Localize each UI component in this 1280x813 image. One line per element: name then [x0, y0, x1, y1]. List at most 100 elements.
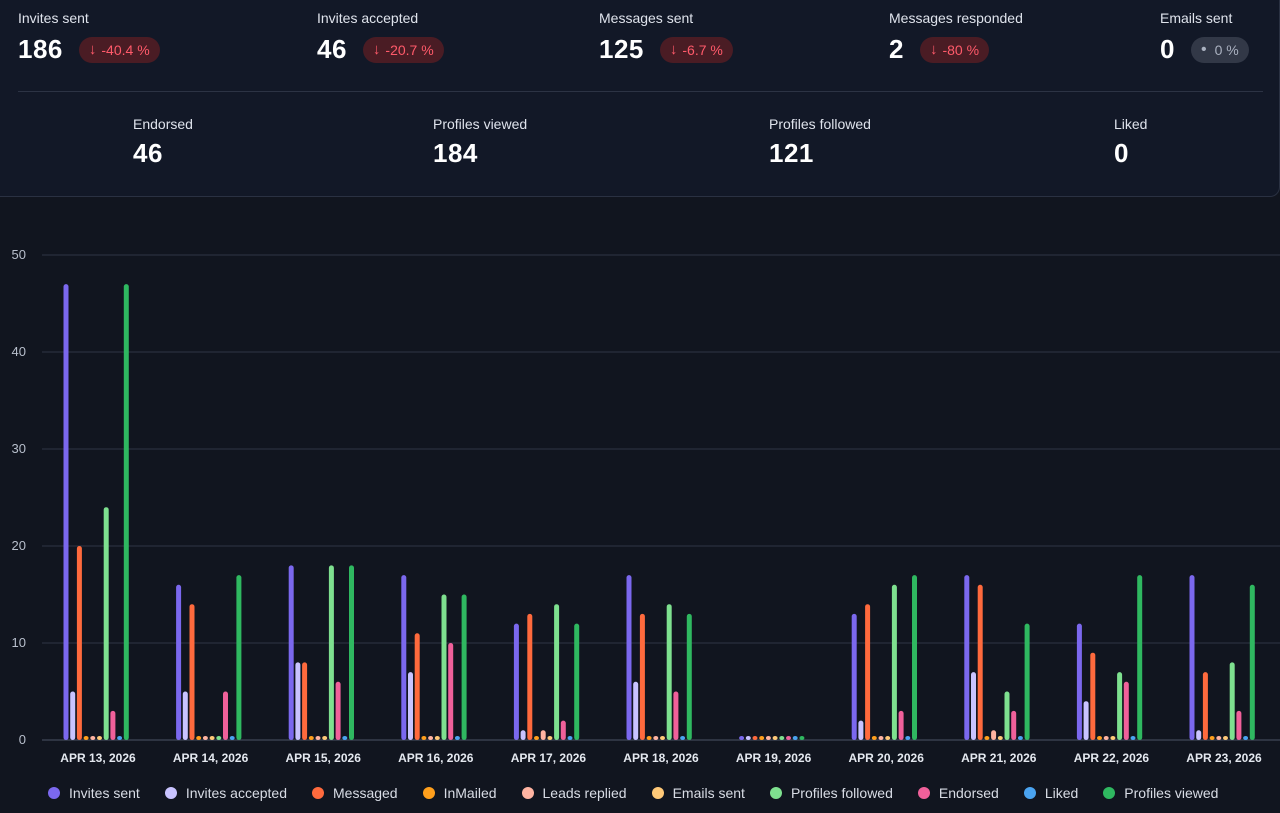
bar[interactable]	[461, 594, 467, 741]
bar[interactable]	[905, 736, 911, 740]
bar[interactable]	[229, 736, 235, 740]
bar[interactable]	[216, 736, 222, 740]
bar[interactable]	[865, 604, 871, 740]
bar[interactable]	[1223, 736, 1228, 740]
legend-item[interactable]: Liked	[1023, 785, 1078, 801]
bar[interactable]	[534, 736, 539, 740]
bar[interactable]	[182, 691, 188, 741]
bar[interactable]	[779, 736, 785, 740]
bar[interactable]	[626, 575, 632, 740]
bar[interactable]	[878, 736, 884, 740]
legend-item[interactable]: Profiles viewed	[1103, 785, 1218, 801]
bar[interactable]	[686, 613, 692, 740]
bar[interactable]	[236, 575, 242, 740]
bar[interactable]	[97, 736, 102, 740]
bar[interactable]	[991, 730, 997, 740]
bar[interactable]	[401, 575, 407, 740]
bar[interactable]	[997, 736, 1003, 740]
legend-item[interactable]: Invites accepted	[164, 785, 287, 801]
bar[interactable]	[1243, 736, 1249, 740]
bar[interactable]	[666, 604, 672, 740]
bar[interactable]	[1229, 662, 1235, 740]
bar[interactable]	[858, 720, 864, 740]
bar[interactable]	[176, 584, 182, 740]
bar[interactable]	[520, 730, 526, 740]
bar[interactable]	[977, 584, 983, 740]
bar[interactable]	[984, 736, 990, 740]
bar[interactable]	[441, 594, 447, 741]
bar[interactable]	[209, 736, 215, 740]
bar[interactable]	[680, 736, 686, 740]
legend-item[interactable]: Invites sent	[48, 785, 140, 801]
bar[interactable]	[1236, 710, 1242, 740]
bar[interactable]	[1209, 736, 1215, 740]
bar[interactable]	[745, 736, 751, 740]
bar[interactable]	[574, 623, 580, 740]
bar[interactable]	[414, 633, 420, 740]
bar[interactable]	[302, 662, 308, 740]
bar[interactable]	[295, 662, 301, 740]
bar[interactable]	[513, 623, 519, 740]
bar[interactable]	[660, 736, 665, 740]
bar[interactable]	[752, 736, 758, 740]
bar[interactable]	[196, 736, 202, 740]
bar[interactable]	[322, 736, 328, 740]
bar[interactable]	[223, 691, 228, 741]
bar[interactable]	[792, 736, 798, 740]
bar[interactable]	[110, 710, 116, 740]
legend-item[interactable]: Endorsed	[917, 785, 999, 801]
bar[interactable]	[1196, 730, 1202, 740]
legend-item[interactable]: Emails sent	[651, 785, 745, 801]
bar[interactable]	[786, 736, 791, 740]
bar[interactable]	[454, 736, 460, 740]
bar[interactable]	[547, 736, 553, 740]
bar[interactable]	[1189, 575, 1195, 740]
bar[interactable]	[639, 613, 645, 740]
bar[interactable]	[428, 736, 434, 740]
bar[interactable]	[567, 736, 573, 740]
bar[interactable]	[1083, 701, 1089, 740]
bar[interactable]	[315, 736, 321, 740]
bar[interactable]	[83, 736, 89, 740]
bar[interactable]	[1202, 672, 1208, 740]
bar[interactable]	[328, 565, 334, 740]
bar[interactable]	[70, 691, 76, 741]
bar[interactable]	[1024, 623, 1030, 740]
bar[interactable]	[349, 565, 354, 740]
bar[interactable]	[739, 736, 745, 740]
legend-item[interactable]: InMailed	[422, 785, 497, 801]
bar[interactable]	[421, 736, 427, 740]
bar[interactable]	[189, 604, 195, 740]
bar[interactable]	[560, 720, 566, 740]
bar[interactable]	[759, 736, 765, 740]
legend-item[interactable]: Leads replied	[521, 785, 627, 801]
bar[interactable]	[63, 284, 69, 740]
bar[interactable]	[554, 604, 560, 740]
bar[interactable]	[408, 672, 413, 740]
bar[interactable]	[288, 565, 294, 740]
bar[interactable]	[871, 736, 877, 740]
bar[interactable]	[434, 736, 440, 740]
bar[interactable]	[633, 681, 639, 740]
bar[interactable]	[851, 613, 857, 740]
bar[interactable]	[76, 546, 82, 740]
bar[interactable]	[202, 736, 208, 740]
bar[interactable]	[1249, 584, 1255, 740]
bar[interactable]	[1004, 691, 1010, 741]
bar[interactable]	[765, 736, 771, 740]
bar[interactable]	[885, 736, 891, 740]
bar[interactable]	[971, 672, 976, 740]
bar[interactable]	[898, 710, 904, 740]
bar[interactable]	[1216, 736, 1222, 740]
bar[interactable]	[646, 736, 652, 740]
bar[interactable]	[527, 613, 533, 740]
bar[interactable]	[1076, 623, 1082, 740]
bar[interactable]	[308, 736, 314, 740]
bar[interactable]	[1017, 736, 1023, 740]
bar[interactable]	[653, 736, 659, 740]
bar[interactable]	[90, 736, 96, 740]
bar[interactable]	[799, 736, 805, 740]
bar[interactable]	[891, 584, 897, 740]
bar[interactable]	[1130, 736, 1136, 740]
bar[interactable]	[1123, 681, 1129, 740]
